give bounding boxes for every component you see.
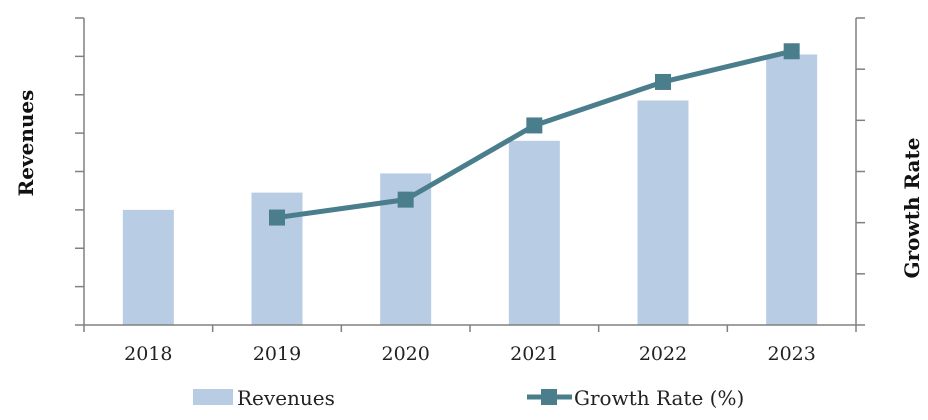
growth-marker-2022: [655, 73, 671, 90]
revenue-bar-2023: [766, 54, 818, 326]
legend-growth-marker: [541, 389, 557, 405]
legend-revenues-swatch: [193, 389, 233, 405]
axes-layer: [75, 17, 865, 332]
tick-labels-layer: 2018 2019 2020 2021 2022 2023: [124, 343, 816, 365]
growth-marker-2019: [269, 209, 285, 226]
legend-revenues-label: Revenues: [237, 386, 335, 410]
revenue-bar-2022: [637, 100, 689, 325]
x-tick-label-2019: 2019: [253, 343, 301, 365]
x-tick-label-2020: 2020: [381, 343, 429, 365]
x-tick-label-2022: 2022: [639, 343, 687, 365]
x-tick-label-2018: 2018: [124, 343, 172, 365]
growth-marker-2023: [783, 43, 800, 60]
revenue-bar-2018: [122, 209, 174, 325]
y-axis-title: Revenues: [14, 90, 38, 197]
bars-layer: [122, 54, 818, 326]
growth-marker-2021: [526, 117, 543, 134]
x-tick-label-2023: 2023: [767, 343, 815, 365]
legend: Revenues Growth Rate (%): [193, 386, 744, 410]
revenue-bar-2021: [508, 140, 560, 325]
growth-marker-2020: [397, 191, 414, 208]
x-tick-label-2021: 2021: [510, 343, 558, 365]
legend-growth-label: Growth Rate (%): [574, 386, 744, 410]
y2-axis-title: Growth Rate: [900, 138, 924, 279]
growth-line-layer: [269, 43, 800, 226]
